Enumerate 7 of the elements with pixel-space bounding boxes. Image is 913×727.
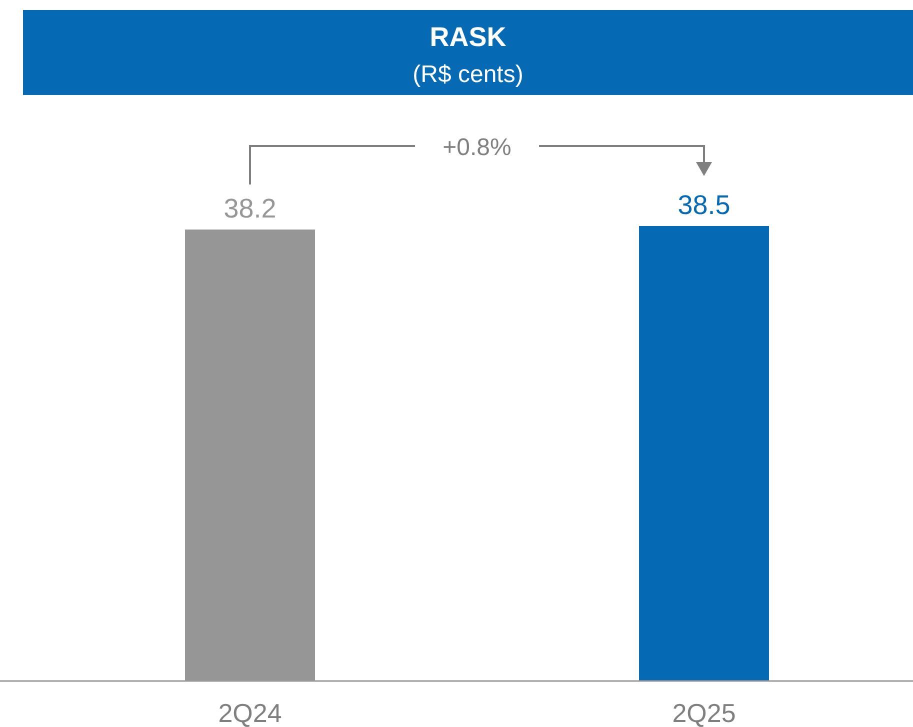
chart-subtitle: (R$ cents) (412, 61, 524, 88)
data-label: 38.5 (678, 190, 730, 220)
chart-title: RASK (430, 22, 507, 52)
x-tick-label: 2Q24 (218, 698, 282, 727)
data-label: 38.2 (224, 194, 276, 224)
x-tick-label: 2Q25 (672, 698, 736, 727)
text: +0.8% (442, 134, 512, 161)
